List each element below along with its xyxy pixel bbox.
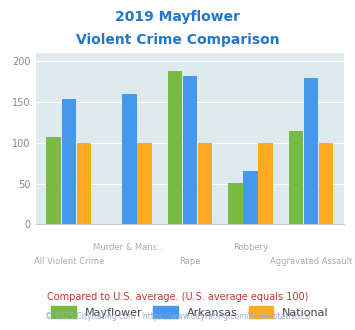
Bar xyxy=(183,77,197,224)
Bar xyxy=(228,183,242,224)
Text: Robbery: Robbery xyxy=(233,243,268,251)
Text: Rape: Rape xyxy=(179,257,201,266)
Bar xyxy=(289,131,303,224)
Bar xyxy=(77,143,91,224)
Bar xyxy=(168,71,182,224)
Bar xyxy=(243,171,258,224)
Text: Compared to U.S. average. (U.S. average equals 100): Compared to U.S. average. (U.S. average … xyxy=(47,292,308,302)
Text: Murder & Mans...: Murder & Mans... xyxy=(93,243,165,251)
Bar xyxy=(198,143,212,224)
Bar xyxy=(122,94,137,224)
Bar xyxy=(258,143,273,224)
Bar xyxy=(61,99,76,224)
Text: Violent Crime Comparison: Violent Crime Comparison xyxy=(76,33,279,47)
Bar xyxy=(137,143,152,224)
Legend: Mayflower, Arkansas, National: Mayflower, Arkansas, National xyxy=(47,302,333,322)
Text: © 2025 CityRating.com - https://www.cityrating.com/crime-statistics/: © 2025 CityRating.com - https://www.city… xyxy=(45,312,310,321)
Bar xyxy=(319,143,333,224)
Bar xyxy=(47,137,61,224)
Text: 2019 Mayflower: 2019 Mayflower xyxy=(115,10,240,24)
Text: All Violent Crime: All Violent Crime xyxy=(34,257,104,266)
Text: Aggravated Assault: Aggravated Assault xyxy=(270,257,352,266)
Bar xyxy=(304,78,318,224)
